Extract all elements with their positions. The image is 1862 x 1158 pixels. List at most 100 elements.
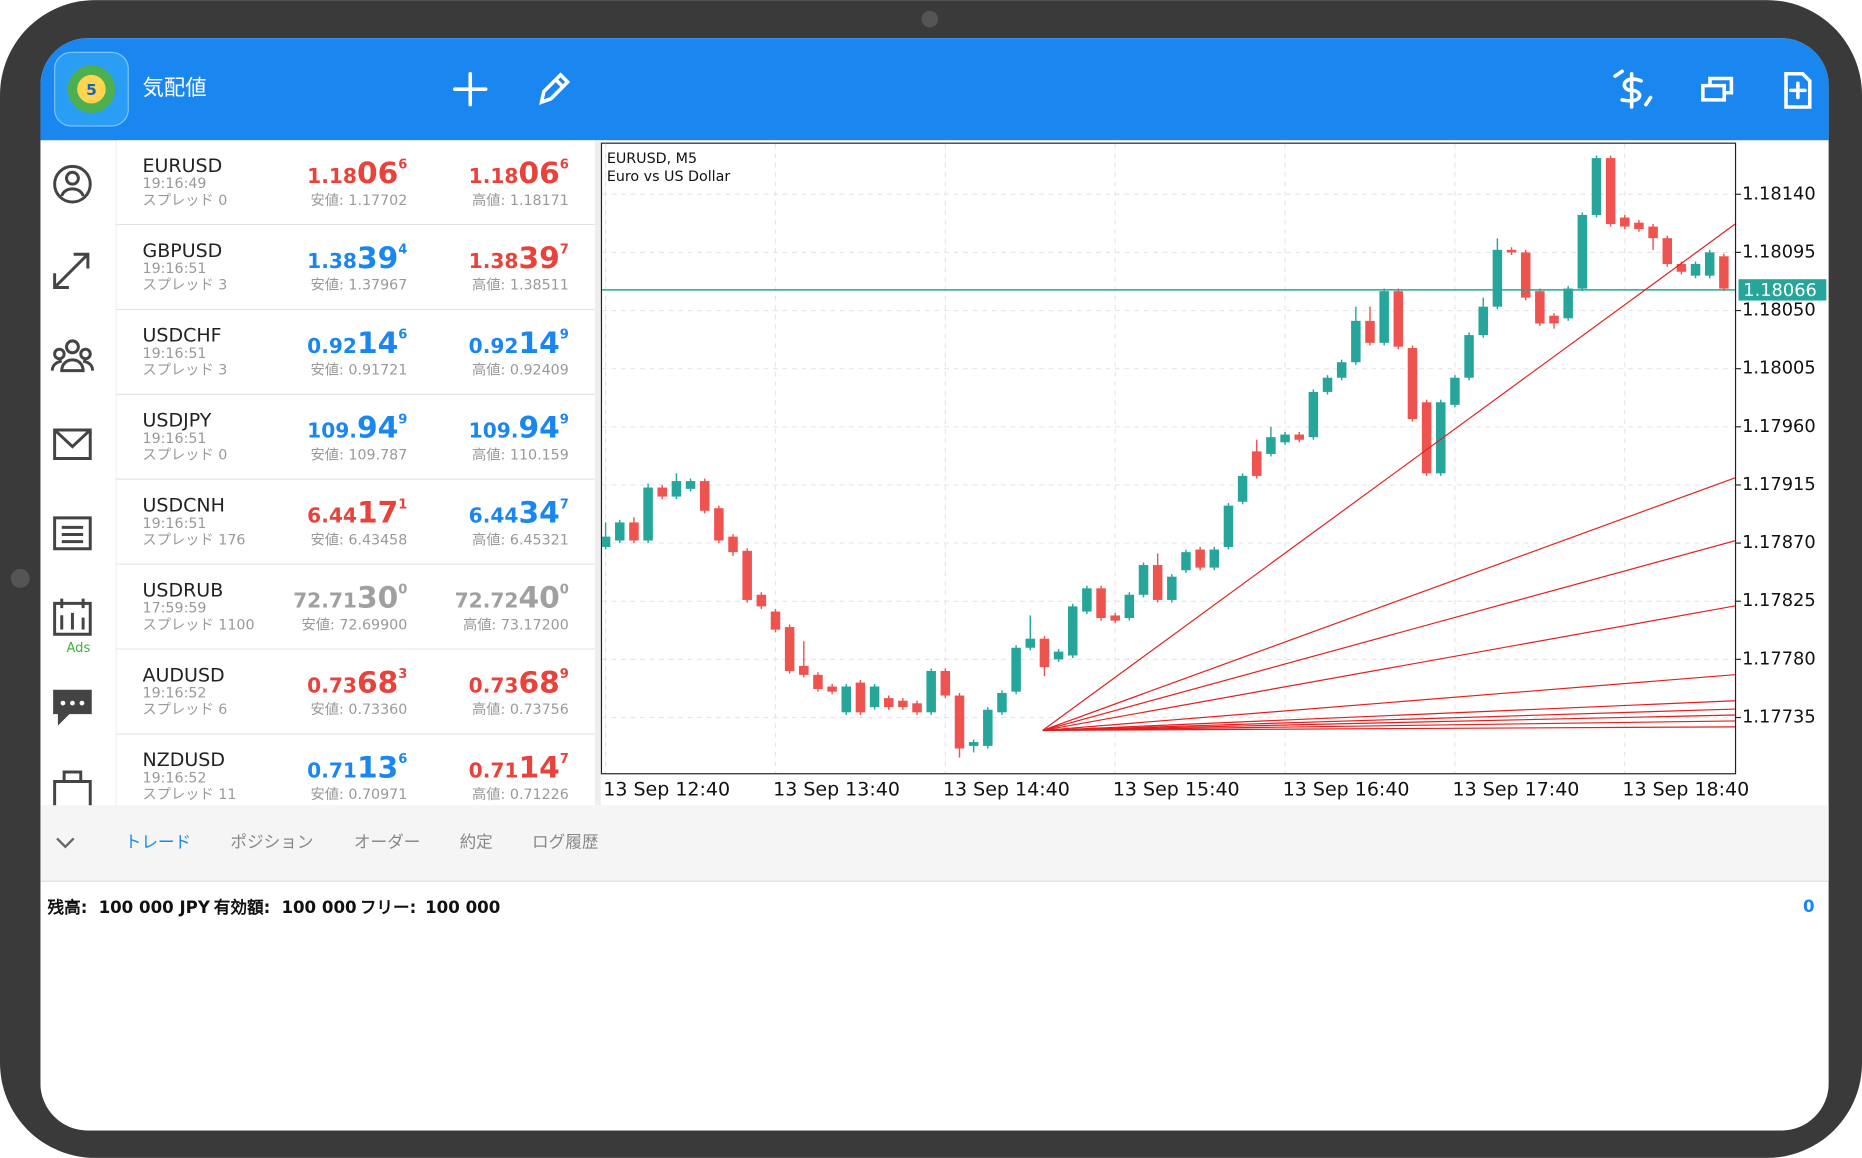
- spread: スプレッド 6: [143, 701, 228, 718]
- tab[interactable]: ポジション: [230, 833, 313, 852]
- bid-price: 109.949: [307, 410, 407, 445]
- charts-nav[interactable]: [53, 252, 90, 289]
- row-bg: [116, 140, 595, 226]
- candle-body: [1067, 606, 1078, 656]
- edit-icon[interactable]: [539, 72, 571, 106]
- symbol: AUDUSD: [143, 664, 225, 686]
- quote-time: 19:16:51: [143, 516, 207, 532]
- price-pips: 06: [518, 155, 559, 190]
- add-icon[interactable]: [453, 71, 488, 107]
- candle-body: [728, 536, 738, 553]
- x-tick-label: 13 Sep 12:40: [603, 778, 730, 800]
- divider: [594, 140, 601, 806]
- high: 高値: 6.45321: [472, 531, 569, 548]
- row-bg: [116, 564, 595, 650]
- row-bg: [116, 649, 595, 735]
- candle-body: [1039, 638, 1050, 668]
- price-point: 9: [398, 412, 407, 427]
- candle-body: [657, 487, 667, 497]
- free-margin: 100 000: [425, 898, 500, 917]
- trade-icon[interactable]: [1613, 69, 1653, 109]
- tab[interactable]: 約定: [460, 833, 493, 852]
- new-order-icon[interactable]: [1784, 71, 1812, 109]
- row-bg: [116, 734, 595, 806]
- candle-body: [1492, 249, 1503, 307]
- candle-body: [1393, 291, 1404, 347]
- candle-body: [1294, 434, 1304, 440]
- quote-time: 19:16:52: [143, 771, 207, 787]
- price-main: 0.73: [307, 673, 357, 697]
- candle-body: [685, 481, 696, 489]
- price-main: 0.71: [469, 758, 519, 782]
- chat-nav[interactable]: [53, 689, 92, 726]
- symbol: USDCNH: [143, 494, 225, 516]
- tab[interactable]: オーダー: [354, 833, 420, 852]
- price-main: 0.71: [307, 758, 357, 782]
- candle-body: [1676, 264, 1687, 272]
- plot-frame: [600, 142, 1737, 775]
- low: 安値: 1.17702: [311, 192, 408, 209]
- candle-body: [1563, 288, 1573, 319]
- candle-body: [1577, 214, 1588, 289]
- bid-price: 0.73683: [307, 664, 407, 699]
- price-pips: 14: [357, 325, 398, 360]
- price-pips: 06: [357, 155, 398, 190]
- low: 安値: 0.73360: [311, 701, 408, 718]
- price-point: 7: [560, 243, 569, 258]
- price-main: 0.92: [469, 334, 519, 358]
- candle-body: [1110, 615, 1120, 621]
- candle-body: [1011, 647, 1021, 692]
- quote-time: 19:16:52: [143, 686, 207, 702]
- candle-body: [855, 682, 866, 713]
- price-point: 3: [398, 667, 407, 682]
- mail-nav[interactable]: [53, 428, 92, 460]
- price-main: 6.44: [469, 504, 519, 528]
- app-logo[interactable]: 5: [54, 51, 129, 127]
- price-main: 1.18: [469, 164, 519, 188]
- price-point: 9: [560, 328, 569, 343]
- ask-price: 1.38397: [469, 240, 569, 275]
- candle-body: [1620, 217, 1630, 227]
- collapse-icon[interactable]: [56, 837, 75, 849]
- spread: スプレッド 3: [143, 277, 228, 294]
- price-pips: 68: [357, 664, 398, 699]
- candle-body: [1634, 222, 1644, 230]
- price-pips: 13: [357, 749, 398, 784]
- spread: スプレッド 176: [143, 531, 246, 548]
- equity-label: 有効額:: [214, 897, 270, 917]
- price-point: 1: [398, 497, 407, 512]
- candle-body: [898, 700, 908, 708]
- candle-body: [1322, 377, 1333, 392]
- chart-subtitle: Euro vs US Dollar: [607, 169, 731, 185]
- tab[interactable]: ログ履歴: [532, 833, 598, 852]
- high: 高値: 0.73756: [472, 701, 569, 718]
- y-tick-label: 1.18140: [1742, 183, 1816, 204]
- news-nav[interactable]: [53, 516, 92, 551]
- tab[interactable]: トレード: [125, 833, 191, 852]
- camera: [921, 10, 939, 28]
- account-line: 残高: 100 000 JPY 有効額: 100 000 フリー: 100 00…: [48, 897, 501, 917]
- windows-icon[interactable]: [1701, 76, 1734, 102]
- y-tick-label: 1.17780: [1742, 648, 1816, 669]
- candle-body: [742, 550, 752, 600]
- candle-body: [699, 481, 710, 511]
- price-point: 6: [398, 328, 407, 343]
- quotes-nav[interactable]: [53, 164, 92, 204]
- candle-body: [1704, 252, 1715, 276]
- low: 安値: 109.787: [311, 447, 408, 464]
- candle-body: [1520, 252, 1531, 298]
- ask-price: 0.71147: [469, 749, 569, 784]
- price-point: 4: [398, 243, 407, 258]
- calendar-nav[interactable]: [53, 598, 92, 636]
- candle-body: [784, 627, 795, 671]
- community-nav[interactable]: [50, 339, 95, 373]
- candle-body: [983, 709, 993, 746]
